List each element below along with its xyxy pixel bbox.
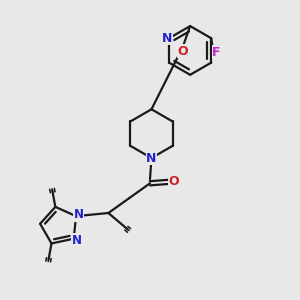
Text: F: F	[212, 46, 221, 59]
Text: N: N	[146, 152, 157, 164]
Text: O: O	[177, 45, 188, 58]
Text: N: N	[162, 32, 173, 45]
Text: O: O	[169, 175, 179, 188]
Text: N: N	[74, 208, 83, 221]
Text: N: N	[72, 234, 82, 247]
